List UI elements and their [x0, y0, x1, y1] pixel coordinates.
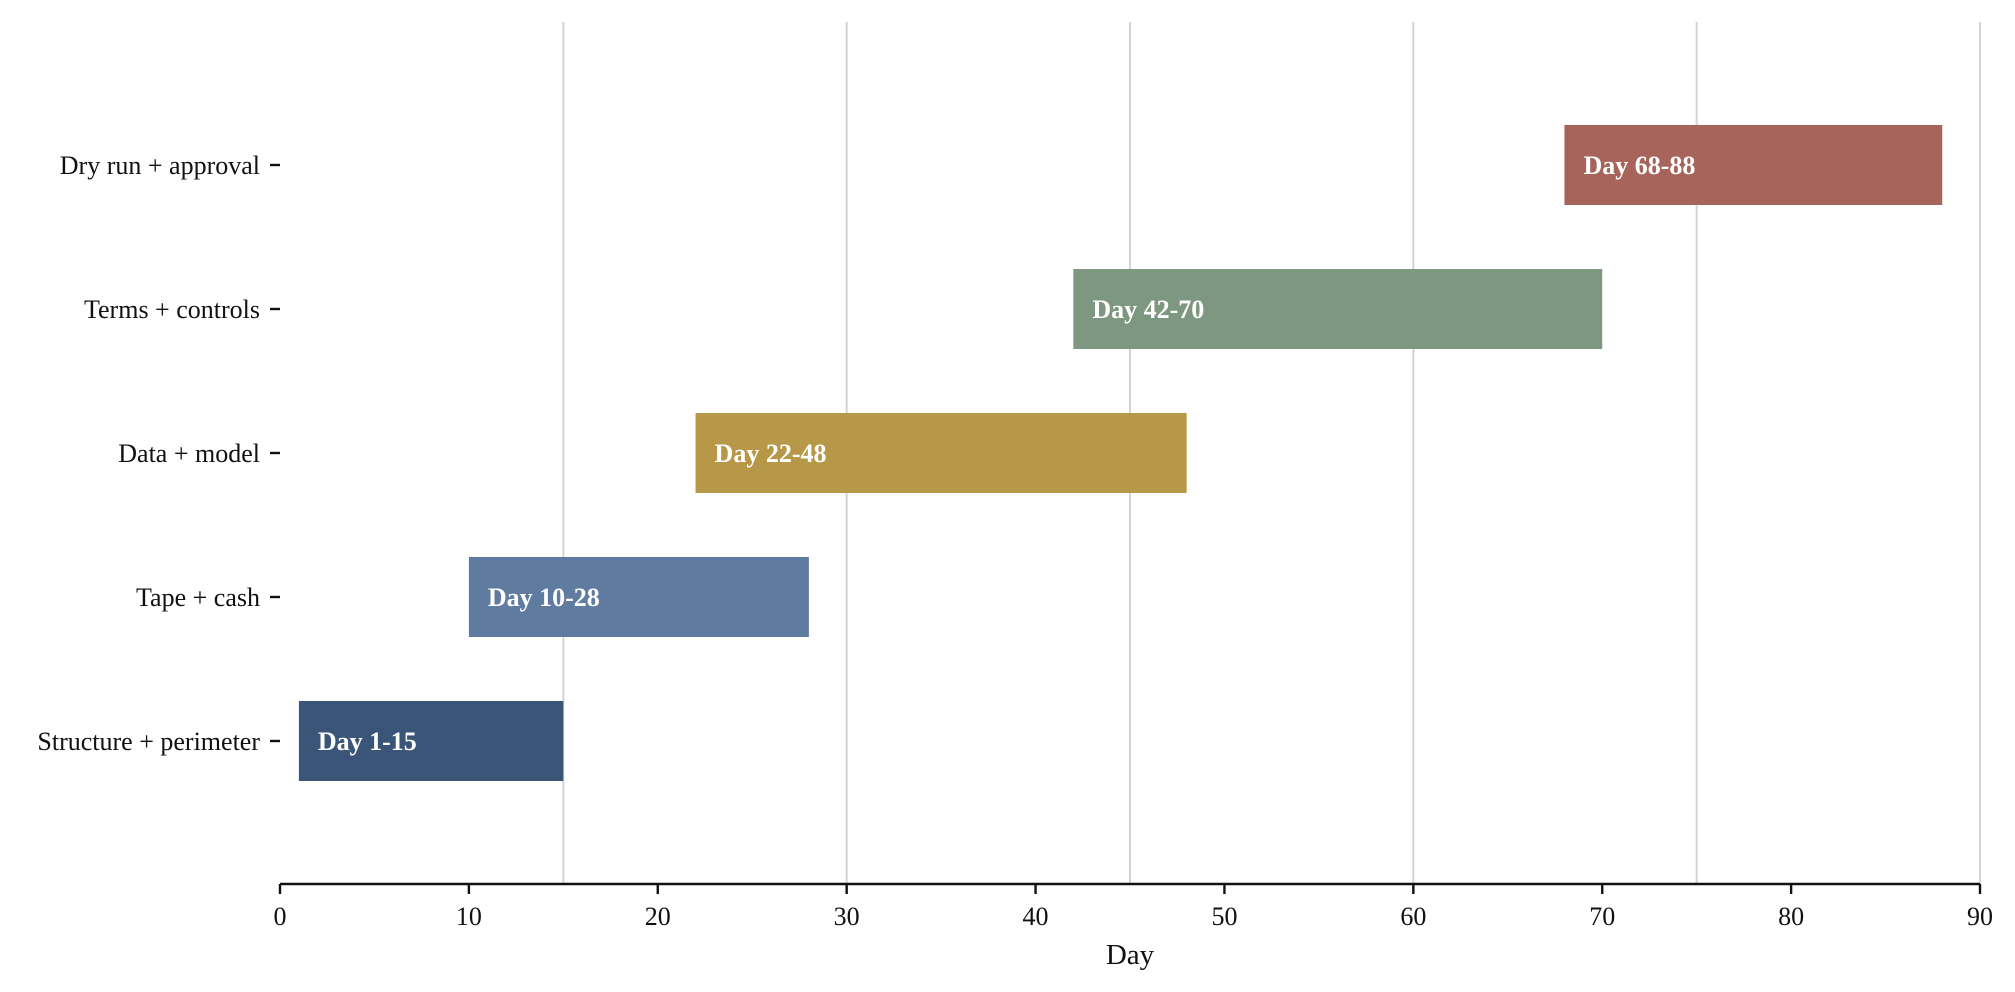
bar-data-model [695, 413, 1187, 493]
ytick-label-tape-cash: Tape + cash [136, 583, 260, 612]
xtick-label-70: 70 [1589, 902, 1615, 931]
bar-label-terms-controls: Day 42-70 [1092, 295, 1204, 324]
ytick-label-terms-controls: Terms + controls [84, 295, 260, 324]
x-axis: 0 10 20 30 40 50 60 70 80 90 [274, 882, 1993, 931]
ytick-label-structure-perimeter: Structure + perimeter [37, 727, 260, 756]
xtick-label-90: 90 [1967, 902, 1993, 931]
ytick-label-data-model: Data + model [118, 439, 260, 468]
x-axis-title: Day [1106, 939, 1155, 971]
bar-label-data-model: Day 22-48 [715, 439, 827, 468]
y-axis-ticks: Structure + perimeter Tape + cash Data + m… [37, 151, 280, 756]
xtick-label-10: 10 [456, 902, 482, 931]
bar-terms-controls [1073, 269, 1603, 349]
xtick-label-20: 20 [645, 902, 671, 931]
xtick-label-60: 60 [1400, 902, 1426, 931]
bar-structure-perimeter [298, 701, 564, 781]
bar-label-tape-cash: Day 10-28 [488, 583, 600, 612]
bar-label-dry-run-approval: Day 68-88 [1583, 151, 1695, 180]
ytick-label-dry-run-approval: Dry run + approval [60, 151, 260, 180]
xtick-label-50: 50 [1211, 902, 1237, 931]
bar-label-structure-perimeter: Day 1-15 [318, 727, 417, 756]
bar-tape-cash [468, 557, 809, 637]
xtick-label-40: 40 [1023, 902, 1049, 931]
xtick-label-30: 30 [834, 902, 860, 931]
xtick-label-0: 0 [274, 902, 287, 931]
xtick-label-80: 80 [1778, 902, 1804, 931]
task-bars: Day 1-15 Day 10-28 Day 22-48 Day 42-70 Day 6… [298, 125, 1943, 781]
bar-dry-run-approval [1564, 125, 1943, 205]
